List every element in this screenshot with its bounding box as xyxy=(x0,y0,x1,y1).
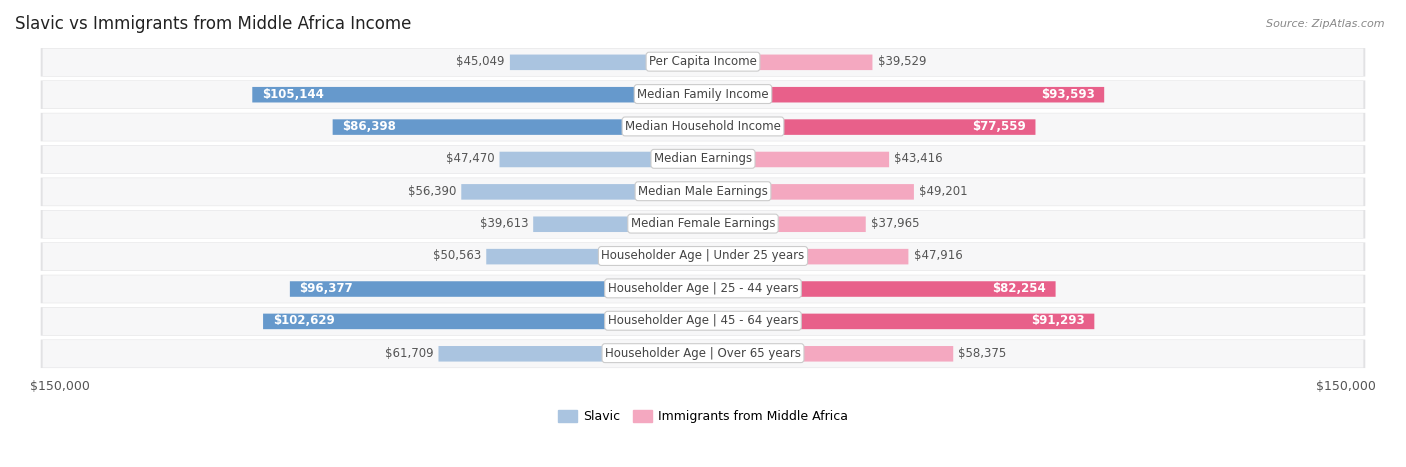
Text: $47,916: $47,916 xyxy=(914,249,962,262)
FancyBboxPatch shape xyxy=(703,281,1056,297)
Text: Householder Age | Under 25 years: Householder Age | Under 25 years xyxy=(602,249,804,262)
Text: $93,593: $93,593 xyxy=(1040,87,1094,100)
Text: Source: ZipAtlas.com: Source: ZipAtlas.com xyxy=(1267,19,1385,28)
FancyBboxPatch shape xyxy=(42,340,1364,368)
FancyBboxPatch shape xyxy=(703,249,908,264)
FancyBboxPatch shape xyxy=(703,87,1104,102)
Text: Householder Age | Over 65 years: Householder Age | Over 65 years xyxy=(605,347,801,360)
Text: $39,613: $39,613 xyxy=(479,217,529,230)
Text: $58,375: $58,375 xyxy=(959,347,1007,360)
Text: $77,559: $77,559 xyxy=(972,120,1026,133)
Text: $43,416: $43,416 xyxy=(894,152,943,165)
FancyBboxPatch shape xyxy=(42,81,1364,108)
Text: Median Family Income: Median Family Income xyxy=(637,87,769,100)
Text: Median Household Income: Median Household Income xyxy=(626,120,780,133)
Legend: Slavic, Immigrants from Middle Africa: Slavic, Immigrants from Middle Africa xyxy=(553,405,853,428)
FancyBboxPatch shape xyxy=(42,308,1364,335)
FancyBboxPatch shape xyxy=(42,211,1364,238)
FancyBboxPatch shape xyxy=(703,217,866,232)
FancyBboxPatch shape xyxy=(703,55,873,70)
FancyBboxPatch shape xyxy=(333,120,703,135)
Text: $45,049: $45,049 xyxy=(457,55,505,68)
Text: Per Capita Income: Per Capita Income xyxy=(650,55,756,68)
FancyBboxPatch shape xyxy=(41,80,1365,109)
Text: $39,529: $39,529 xyxy=(877,55,927,68)
FancyBboxPatch shape xyxy=(461,184,703,199)
FancyBboxPatch shape xyxy=(703,346,953,361)
Text: $105,144: $105,144 xyxy=(262,87,323,100)
Text: Householder Age | 25 - 44 years: Householder Age | 25 - 44 years xyxy=(607,282,799,295)
FancyBboxPatch shape xyxy=(41,145,1365,174)
FancyBboxPatch shape xyxy=(41,242,1365,271)
Text: Median Male Earnings: Median Male Earnings xyxy=(638,185,768,198)
Text: $82,254: $82,254 xyxy=(993,282,1046,295)
FancyBboxPatch shape xyxy=(41,48,1365,77)
FancyBboxPatch shape xyxy=(533,217,703,232)
FancyBboxPatch shape xyxy=(439,346,703,361)
Text: $49,201: $49,201 xyxy=(920,185,967,198)
Text: $96,377: $96,377 xyxy=(299,282,353,295)
FancyBboxPatch shape xyxy=(703,314,1094,329)
Text: Householder Age | 45 - 64 years: Householder Age | 45 - 64 years xyxy=(607,314,799,327)
FancyBboxPatch shape xyxy=(263,314,703,329)
FancyBboxPatch shape xyxy=(499,152,703,167)
FancyBboxPatch shape xyxy=(252,87,703,102)
Text: $91,293: $91,293 xyxy=(1031,314,1084,327)
FancyBboxPatch shape xyxy=(41,307,1365,336)
FancyBboxPatch shape xyxy=(41,177,1365,206)
Text: $50,563: $50,563 xyxy=(433,249,481,262)
FancyBboxPatch shape xyxy=(41,113,1365,142)
Text: $56,390: $56,390 xyxy=(408,185,456,198)
FancyBboxPatch shape xyxy=(290,281,703,297)
Text: Median Female Earnings: Median Female Earnings xyxy=(631,217,775,230)
Text: Median Earnings: Median Earnings xyxy=(654,152,752,165)
Text: $61,709: $61,709 xyxy=(385,347,433,360)
FancyBboxPatch shape xyxy=(41,275,1365,303)
FancyBboxPatch shape xyxy=(703,152,889,167)
FancyBboxPatch shape xyxy=(42,49,1364,76)
FancyBboxPatch shape xyxy=(41,210,1365,239)
Text: $47,470: $47,470 xyxy=(446,152,495,165)
FancyBboxPatch shape xyxy=(703,184,914,199)
Text: $102,629: $102,629 xyxy=(273,314,335,327)
Text: $86,398: $86,398 xyxy=(342,120,396,133)
FancyBboxPatch shape xyxy=(703,120,1035,135)
FancyBboxPatch shape xyxy=(510,55,703,70)
FancyBboxPatch shape xyxy=(42,178,1364,205)
Text: Slavic vs Immigrants from Middle Africa Income: Slavic vs Immigrants from Middle Africa … xyxy=(15,15,412,33)
FancyBboxPatch shape xyxy=(42,146,1364,173)
FancyBboxPatch shape xyxy=(42,113,1364,141)
FancyBboxPatch shape xyxy=(42,243,1364,270)
FancyBboxPatch shape xyxy=(41,340,1365,368)
Text: $37,965: $37,965 xyxy=(870,217,920,230)
FancyBboxPatch shape xyxy=(42,275,1364,303)
FancyBboxPatch shape xyxy=(486,249,703,264)
